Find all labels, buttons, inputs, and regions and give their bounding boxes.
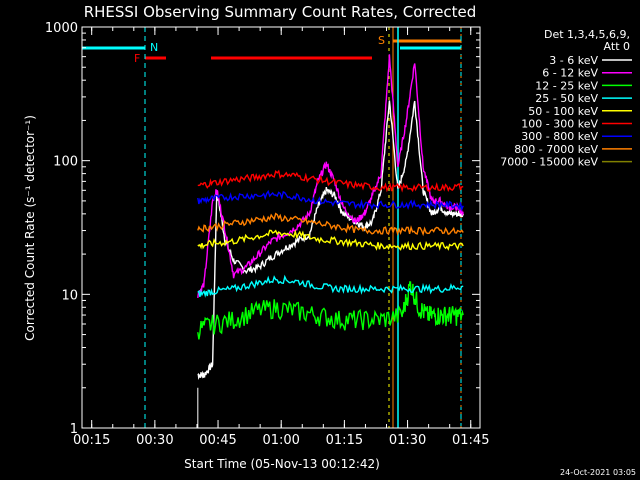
legend-label-2: 12 - 25 keV (535, 79, 598, 92)
flag-label-s: S (378, 34, 385, 47)
flag-markers: NF S (82, 27, 462, 428)
legend-label-6: 300 - 800 keV (521, 130, 598, 143)
y-tick-label: 10 (61, 288, 78, 303)
legend-label-4: 50 - 100 keV (528, 105, 598, 118)
footer-date: 24-Oct-2021 03:05 (560, 468, 636, 477)
legend-label-8: 7000 - 15000 keV (500, 156, 598, 169)
y-tick-label: 1000 (45, 21, 78, 36)
x-tick-label: 00:15 (73, 433, 110, 448)
legend-header-line1: Det 1,3,4,5,6,9, (544, 28, 630, 41)
y-tick-label: 100 (53, 155, 78, 170)
y-tick-label: 1 (70, 422, 78, 437)
x-tick-label: 01:30 (389, 433, 426, 448)
x-axis-label: Start Time (05-Nov-13 00:12:42) (184, 457, 380, 471)
legend-label-7: 800 - 7000 keV (514, 143, 598, 156)
chart-title: RHESSI Observing Summary Count Rates, Co… (84, 3, 477, 21)
x-tick-label: 01:00 (262, 433, 299, 448)
series-line-1 (197, 54, 464, 298)
flag-label-f: F (134, 52, 140, 65)
series-line-3 (197, 274, 464, 298)
legend-label-5: 100 - 300 keV (521, 118, 598, 131)
series-line-7 (197, 212, 464, 237)
x-tick-label: 01:45 (452, 433, 489, 448)
series-line-5 (197, 169, 464, 193)
series-line-0 (197, 100, 464, 380)
x-tick-label: 00:30 (136, 433, 173, 448)
x-tick-label: 00:45 (199, 433, 236, 448)
flag-label-n: N (150, 41, 158, 54)
series-lines (197, 54, 464, 428)
series-line-6 (197, 189, 464, 212)
series-line-2 (197, 281, 464, 340)
axes: 1 10 100 1000 00:15 00:30 00:45 01:00 01:15 01:30… (45, 21, 490, 448)
legend-label-1: 6 - 12 keV (542, 67, 598, 80)
x-tick-label: 01:15 (326, 433, 363, 448)
legend-label-3: 25 - 50 keV (535, 92, 598, 105)
legend-header-line2: Att 0 (604, 40, 630, 53)
y-axis-label: Corrected Count Rate (s⁻¹ detector⁻¹) (23, 115, 37, 341)
legend-label-0: 3 - 6 keV (549, 54, 598, 67)
series-line-4 (197, 229, 464, 251)
